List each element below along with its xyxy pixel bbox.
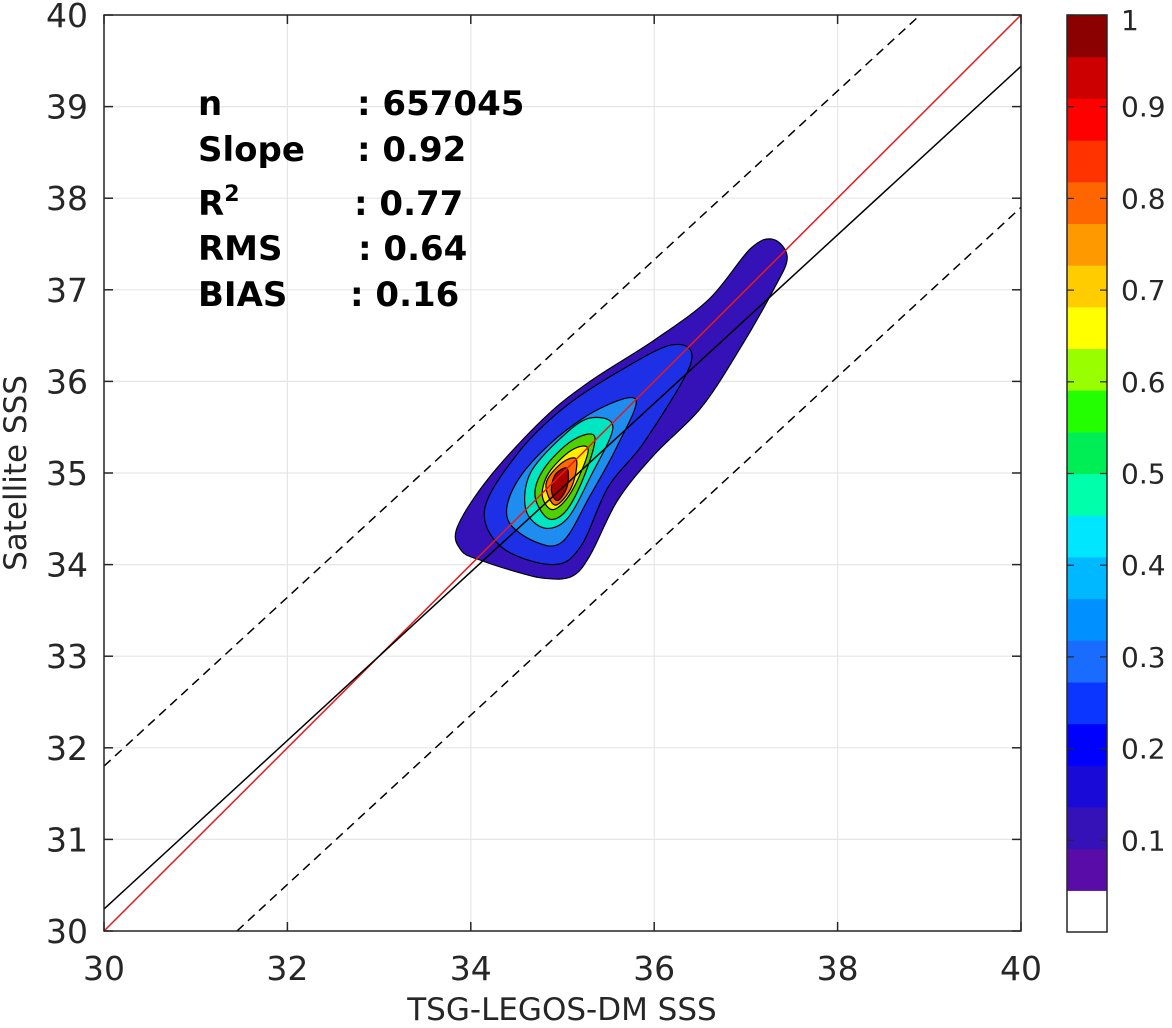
- stat-superscript: 2: [224, 182, 239, 207]
- stat-value: : 0.16: [350, 275, 459, 315]
- colorbar-segment: [1067, 390, 1107, 433]
- y-tick-label: 38: [46, 179, 88, 218]
- y-tick-label: 30: [46, 912, 88, 951]
- y-tick-label: 40: [46, 0, 88, 35]
- colorbar: [1066, 14, 1108, 933]
- colorbar-tick-label: 0.8: [1121, 182, 1166, 215]
- stat-name: RMS: [198, 229, 283, 269]
- colorbar-segment: [1067, 848, 1107, 891]
- colorbar-segment: [1067, 98, 1107, 141]
- upper-bound-line: [104, 15, 921, 767]
- colorbar-tick-label: 0.5: [1121, 458, 1166, 491]
- stat-name: BIAS: [198, 275, 287, 315]
- colorbar-segment: [1067, 806, 1107, 850]
- colorbar-tick-label: 0.1: [1121, 824, 1166, 857]
- y-tick-labels: 30 31 32 33 34 35 36 37 38 39 40: [46, 0, 88, 951]
- colorbar-tick-labels: 0.1 0.2 0.3 0.4 0.5 0.6 0.7 0.8 0.9 1: [1121, 4, 1166, 857]
- x-tick-label: 34: [450, 949, 492, 988]
- colorbar-tick-label: 0.2: [1121, 733, 1166, 766]
- colorbar-tick-label: 0.3: [1121, 641, 1166, 674]
- y-tick-label: 36: [46, 362, 88, 401]
- y-tick-label: 31: [46, 820, 88, 859]
- colorbar-segment: [1067, 640, 1107, 683]
- y-tick-label: 33: [46, 637, 88, 676]
- colorbar-tick-label: 0.9: [1121, 91, 1166, 124]
- reference-lines: [104, 15, 1021, 931]
- colorbar-segment: [1067, 15, 1107, 58]
- y-axis-label: Satellite SSS: [0, 375, 34, 571]
- colorbar-segment: [1067, 181, 1107, 225]
- colorbar-segment: [1067, 348, 1107, 391]
- colorbar-tick-label: 0.7: [1121, 274, 1166, 307]
- lower-bound-line: [236, 206, 1021, 931]
- colorbar-segment: [1067, 765, 1107, 808]
- x-tick-label: 40: [1000, 949, 1042, 988]
- colorbar-tick-label: 0.6: [1121, 366, 1166, 399]
- colorbar-segment: [1067, 431, 1107, 475]
- colorbar-segment: [1067, 306, 1107, 350]
- colorbar-segment: [1067, 723, 1107, 766]
- x-tick-label: 36: [633, 949, 675, 988]
- y-tick-label: 35: [46, 454, 88, 493]
- colorbar-segment: [1067, 140, 1107, 183]
- y-tick-label: 39: [46, 88, 88, 127]
- y-tick-label: 37: [46, 271, 88, 310]
- axis-ticks: [103, 14, 1022, 932]
- colorbar-segment: [1067, 515, 1107, 558]
- stat-name: n: [198, 84, 222, 124]
- x-tick-label: 30: [83, 949, 125, 988]
- colorbar-segment: [1067, 473, 1107, 516]
- stat-value: : 0.64: [358, 229, 467, 269]
- stat-name: Slope: [198, 130, 305, 170]
- y-tick-label: 34: [46, 546, 88, 585]
- colorbar-tick-label: 1: [1121, 4, 1139, 37]
- colorbar-segment: [1067, 890, 1107, 933]
- regression-line: [104, 65, 1021, 910]
- one-to-one-line: [104, 15, 1021, 931]
- colorbar-tick-label: 0.4: [1121, 549, 1166, 582]
- contour-level-7: [550, 467, 570, 502]
- x-tick-labels: 30 32 34 36 38 40: [83, 949, 1042, 988]
- y-tick-label: 32: [46, 729, 88, 768]
- colorbar-segment: [1067, 223, 1107, 266]
- colorbar-segment: [1067, 681, 1107, 725]
- stat-value: : 0.77: [354, 184, 463, 224]
- x-tick-label: 32: [266, 949, 308, 988]
- colorbar-segment: [1067, 556, 1107, 600]
- stat-value: : 0.92: [357, 130, 466, 170]
- colorbar-segment: [1067, 56, 1107, 99]
- stat-value: : 657045: [357, 84, 524, 124]
- colorbar-segment: [1067, 598, 1107, 641]
- x-tick-label: 38: [817, 949, 859, 988]
- colorbar-segment: [1067, 265, 1107, 308]
- x-axis-label: TSG-LEGOS-DM SSS: [406, 992, 716, 1028]
